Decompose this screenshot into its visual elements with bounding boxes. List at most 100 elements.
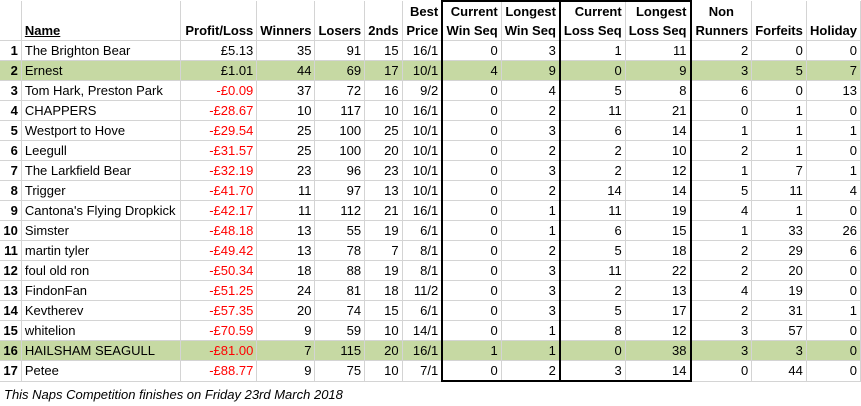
header-cell bbox=[256, 1, 316, 21]
header-winners: Winners bbox=[256, 21, 316, 41]
losers-cell: 117 bbox=[314, 100, 366, 121]
current-win-seq-cell: 0 bbox=[441, 80, 502, 101]
seconds-cell: 23 bbox=[364, 160, 403, 181]
forfeits-cell: 57 bbox=[751, 320, 807, 341]
best-price-cell: 16/1 bbox=[402, 40, 444, 61]
holiday-cell: 0 bbox=[806, 280, 861, 301]
profit-loss-cell: -£41.70 bbox=[180, 180, 258, 201]
seconds-cell: 20 bbox=[364, 140, 403, 161]
current-win-seq-cell: 0 bbox=[441, 360, 502, 382]
header-holiday: Holiday bbox=[806, 21, 861, 41]
longest-win-seq-cell: 9 bbox=[501, 60, 561, 81]
winners-cell: 11 bbox=[256, 180, 316, 201]
current-loss-seq-cell: 2 bbox=[559, 280, 626, 301]
holiday-cell: 6 bbox=[806, 240, 861, 261]
forfeits-cell: 33 bbox=[751, 220, 807, 241]
winners-cell: 13 bbox=[256, 220, 316, 241]
profit-loss-cell: -£32.19 bbox=[180, 160, 258, 181]
footer-note: This Naps Competition finishes on Friday… bbox=[4, 387, 343, 402]
winners-cell: 23 bbox=[256, 160, 316, 181]
header-profit-loss: Profit/Loss bbox=[180, 21, 258, 41]
seconds-cell: 13 bbox=[364, 180, 403, 201]
profit-loss-cell: -£57.35 bbox=[180, 300, 258, 321]
profit-loss-cell: -£48.18 bbox=[180, 220, 258, 241]
row-index: 7 bbox=[0, 160, 22, 181]
current-win-seq-cell: 0 bbox=[441, 260, 502, 281]
table-row: 3 Tom Hark, Preston Park -£0.09 37 72 16 9/2 0 4… bbox=[0, 80, 861, 101]
losers-cell: 115 bbox=[314, 340, 366, 361]
losers-cell: 69 bbox=[314, 60, 366, 81]
table-row: 14 Kevtherev -£57.35 20 74 15 6/1 0 3 5 17 2 31 1 bbox=[0, 300, 861, 321]
current-win-seq-cell: 0 bbox=[441, 200, 502, 221]
winners-cell: 13 bbox=[256, 240, 316, 261]
seconds-cell: 20 bbox=[364, 340, 403, 361]
losers-cell: 74 bbox=[314, 300, 366, 321]
header-runners: Runners bbox=[690, 21, 753, 41]
losers-cell: 88 bbox=[314, 260, 366, 281]
seconds-cell: 15 bbox=[364, 40, 403, 61]
row-index: 12 bbox=[0, 260, 22, 281]
non-runners-cell: 2 bbox=[690, 260, 753, 281]
best-price-cell: 8/1 bbox=[402, 260, 444, 281]
best-price-cell: 10/1 bbox=[402, 180, 444, 201]
header-cell bbox=[21, 1, 181, 21]
current-loss-seq-cell: 5 bbox=[559, 80, 626, 101]
holiday-cell: 0 bbox=[806, 200, 861, 221]
header-cell bbox=[180, 1, 258, 21]
current-loss-seq-cell: 11 bbox=[559, 100, 626, 121]
row-index: 13 bbox=[0, 280, 22, 301]
non-runners-cell: 0 bbox=[690, 100, 753, 121]
header-cell bbox=[314, 1, 366, 21]
winners-cell: 18 bbox=[256, 260, 316, 281]
player-name: Leegull bbox=[21, 140, 181, 161]
winners-cell: 35 bbox=[256, 40, 316, 61]
current-loss-seq-cell: 5 bbox=[559, 300, 626, 321]
profit-loss-cell: £1.01 bbox=[180, 60, 258, 81]
player-name: Kevtherev bbox=[21, 300, 181, 321]
non-runners-cell: 3 bbox=[690, 340, 753, 361]
longest-win-seq-cell: 3 bbox=[501, 40, 561, 61]
best-price-cell: 6/1 bbox=[402, 300, 444, 321]
holiday-cell: 1 bbox=[806, 120, 861, 141]
seconds-cell: 17 bbox=[364, 60, 403, 81]
longest-loss-seq-cell: 9 bbox=[625, 60, 692, 81]
forfeits-cell: 1 bbox=[751, 100, 807, 121]
header-cell bbox=[0, 21, 22, 41]
winners-cell: 25 bbox=[256, 120, 316, 141]
longest-win-seq-cell: 3 bbox=[501, 300, 561, 321]
forfeits-cell: 0 bbox=[751, 40, 807, 61]
current-win-seq-cell: 0 bbox=[441, 180, 502, 201]
profit-loss-cell: -£0.09 bbox=[180, 80, 258, 101]
player-name: martin tyler bbox=[21, 240, 181, 261]
forfeits-cell: 11 bbox=[751, 180, 807, 201]
holiday-cell: 4 bbox=[806, 180, 861, 201]
losers-cell: 91 bbox=[314, 40, 366, 61]
longest-win-seq-cell: 2 bbox=[501, 360, 561, 382]
best-price-cell: 9/2 bbox=[402, 80, 444, 101]
forfeits-cell: 29 bbox=[751, 240, 807, 261]
losers-cell: 100 bbox=[314, 140, 366, 161]
seconds-cell: 10 bbox=[364, 100, 403, 121]
losers-cell: 97 bbox=[314, 180, 366, 201]
current-loss-seq-cell: 3 bbox=[559, 360, 626, 382]
current-loss-seq-cell: 2 bbox=[559, 140, 626, 161]
header-win-seq: Win Seq bbox=[442, 21, 502, 41]
best-price-cell: 16/1 bbox=[402, 340, 444, 361]
longest-win-seq-cell: 2 bbox=[501, 240, 561, 261]
row-index: 3 bbox=[0, 80, 22, 101]
losers-cell: 112 bbox=[314, 200, 366, 221]
table-row: 5 Westport to Hove -£29.54 25 100 25 10/1 0 3 6 14… bbox=[0, 120, 861, 141]
non-runners-cell: 2 bbox=[690, 300, 753, 321]
table-row: 8 Trigger -£41.70 11 97 13 10/1 0 2 14 14 5 11 4 bbox=[0, 180, 861, 201]
losers-cell: 100 bbox=[314, 120, 366, 141]
winners-cell: 25 bbox=[256, 140, 316, 161]
current-win-seq-cell: 4 bbox=[441, 60, 502, 81]
current-win-seq-cell: 0 bbox=[441, 120, 502, 141]
profit-loss-cell: -£31.57 bbox=[180, 140, 258, 161]
longest-loss-seq-cell: 21 bbox=[625, 100, 692, 121]
header-best: Best bbox=[402, 1, 444, 21]
holiday-cell: 0 bbox=[806, 40, 861, 61]
longest-win-seq-cell: 3 bbox=[501, 120, 561, 141]
profit-loss-cell: -£29.54 bbox=[180, 120, 258, 141]
holiday-cell: 26 bbox=[806, 220, 861, 241]
